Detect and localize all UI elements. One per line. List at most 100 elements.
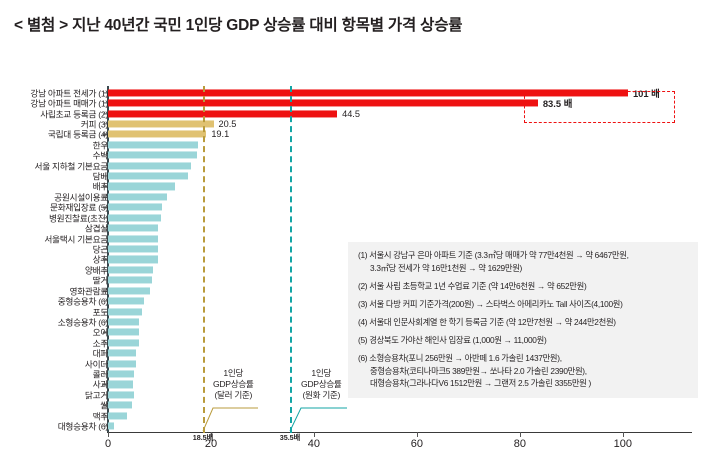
y-axis-tick bbox=[103, 217, 107, 219]
bar bbox=[108, 380, 134, 389]
callout-leader-lines bbox=[202, 407, 347, 432]
y-axis-tick bbox=[103, 175, 107, 177]
y-axis-tick bbox=[103, 321, 107, 323]
bar-category-label: 서울택시 기본요금 bbox=[44, 234, 108, 245]
y-axis-tick bbox=[103, 133, 107, 135]
bar bbox=[108, 266, 153, 274]
y-axis-line bbox=[107, 86, 109, 433]
y-axis-tick bbox=[103, 383, 107, 386]
y-axis-tick bbox=[103, 425, 107, 427]
bar-row: 포도 bbox=[0, 307, 709, 317]
x-axis-label: 60 bbox=[410, 438, 423, 450]
bar-category-label: 상추 bbox=[92, 254, 109, 265]
bar-row: 대파 bbox=[0, 348, 709, 359]
x-axis-tick bbox=[622, 432, 624, 437]
bar-row: 영화관람료 bbox=[0, 286, 709, 297]
callout-gdp-dollar-line1: 1인당 bbox=[223, 368, 244, 378]
bar-category-label: 소형승용차 (6) bbox=[57, 317, 109, 328]
bar-category-label: 대파 bbox=[92, 348, 109, 359]
bar-row: 공원시설이용료 bbox=[0, 192, 709, 202]
bar-category-label: 영화관람료 bbox=[69, 286, 109, 297]
y-axis-tick bbox=[103, 258, 107, 261]
bar bbox=[108, 360, 136, 368]
x-axis-tick bbox=[416, 432, 419, 437]
note-4: (4) 서울대 인문사회계열 한 학기 등록금 기준 (약 12만7천원 → 약… bbox=[358, 316, 688, 329]
note-6-line: (6) 소형승용차(포니 256만원 → 아반떼 1.6 가솔린 1437만원)… bbox=[358, 353, 562, 364]
y-axis-tick bbox=[103, 227, 107, 229]
y-axis-tick bbox=[103, 352, 107, 354]
bar-row: 상추 bbox=[0, 254, 709, 265]
bar bbox=[108, 412, 128, 420]
bar-category-label: 국립대 등록금 (4) bbox=[47, 129, 108, 140]
x-axis-badge-gdp-won: 35.5배 bbox=[279, 433, 301, 442]
bar-value-label: 20.5 bbox=[218, 118, 237, 129]
bar-row: 배추 bbox=[0, 181, 709, 192]
bar-row: 커피 (3) 20.5 bbox=[0, 118, 709, 130]
bar-category-label: 딸기 bbox=[92, 275, 109, 286]
y-axis-tick bbox=[103, 102, 107, 104]
bar-category-label: 커피 (3) bbox=[80, 119, 109, 130]
bar bbox=[108, 401, 133, 409]
callout-gdp-won: 1인당 GDP상승률 (원화 기준) bbox=[301, 368, 342, 401]
note-2-line: (2) 서울 사립 초등학교 1년 수업료 기준 (약 14만6천원 → 약 6… bbox=[358, 280, 587, 291]
y-axis-tick bbox=[103, 290, 107, 292]
bar-row: 한우 bbox=[0, 140, 709, 150]
bar bbox=[108, 141, 199, 149]
bar bbox=[108, 89, 628, 97]
bar bbox=[108, 349, 136, 357]
bar-category-label: 담배 bbox=[92, 171, 109, 182]
note-6-line: 대형승용차(그라나다V6 1512만원 → 그랜저 2.5 가솔린 3355만원… bbox=[370, 378, 591, 389]
bar-row: 담배 bbox=[0, 171, 709, 182]
bar-row: 강남 아파트 매매가 (1) 83.5 배 bbox=[0, 98, 709, 109]
bar bbox=[108, 328, 139, 336]
bar bbox=[108, 276, 152, 284]
bar-category-label: 문화재입장료 (5) bbox=[50, 202, 108, 213]
note-3-line: (3) 서울 다방 커피 기준가격(200원) → 스타벅스 아메리카노 Tal… bbox=[358, 298, 623, 309]
bar bbox=[108, 120, 214, 128]
y-axis-tick bbox=[103, 185, 107, 188]
y-axis-tick bbox=[103, 415, 107, 417]
x-axis-line bbox=[107, 432, 692, 434]
y-axis-tick bbox=[103, 373, 107, 375]
note-3: (3) 서울 다방 커피 기준가격(200원) → 스타벅스 아메리카노 Tal… bbox=[358, 298, 688, 311]
note-4-line: (4) 서울대 인문사회계열 한 학기 등록금 기준 (약 12만7천원 → 약… bbox=[358, 316, 616, 327]
bar bbox=[108, 307, 142, 316]
y-axis-tick bbox=[103, 363, 107, 365]
bar-row: 사과 bbox=[0, 379, 709, 390]
y-axis-tick bbox=[103, 404, 107, 406]
bar-category-label: 양배추 bbox=[84, 265, 108, 276]
y-axis-tick bbox=[103, 248, 107, 250]
bar-category-label: 강남 아파트 매매가 (1) bbox=[30, 98, 108, 109]
bar-category-label: 강남 아파트 전세가 (1) bbox=[30, 88, 108, 99]
bar-category-label: 배추 bbox=[92, 181, 109, 192]
bar-row: 사립초교 등록금 (2) 44.5 bbox=[0, 109, 709, 120]
x-axis-label: 20 bbox=[204, 438, 218, 450]
bar-category-label: 콜라 bbox=[92, 369, 109, 380]
bar-category-label: 사과 bbox=[92, 379, 109, 390]
x-axis-badge-gdp-dollar: 18.5배 bbox=[192, 433, 214, 442]
bar bbox=[108, 339, 139, 347]
bar bbox=[108, 370, 134, 378]
x-axis-label: 100 bbox=[613, 438, 632, 450]
bar bbox=[108, 130, 207, 138]
bar bbox=[108, 422, 115, 430]
bar bbox=[108, 172, 188, 180]
bar bbox=[108, 287, 151, 295]
x-axis-label: 0 bbox=[104, 438, 112, 450]
bar-row: 당근 bbox=[0, 244, 709, 255]
bar-category-label: 사이다 bbox=[84, 359, 108, 370]
bar-row: 양배추 bbox=[0, 265, 709, 276]
highlight-box bbox=[524, 91, 675, 123]
bar-value-label: 101 배 bbox=[632, 87, 660, 99]
bar bbox=[108, 193, 168, 201]
bar bbox=[108, 151, 198, 159]
y-axis-tick bbox=[103, 165, 107, 167]
bar bbox=[108, 182, 175, 191]
y-axis-tick bbox=[103, 300, 107, 302]
bar-row: 닭고기 bbox=[0, 390, 709, 400]
callout-gdp-won-line3: (원화 기준) bbox=[302, 390, 341, 400]
bar-category-label: 소주 bbox=[92, 338, 109, 349]
y-axis-tick bbox=[103, 206, 107, 208]
